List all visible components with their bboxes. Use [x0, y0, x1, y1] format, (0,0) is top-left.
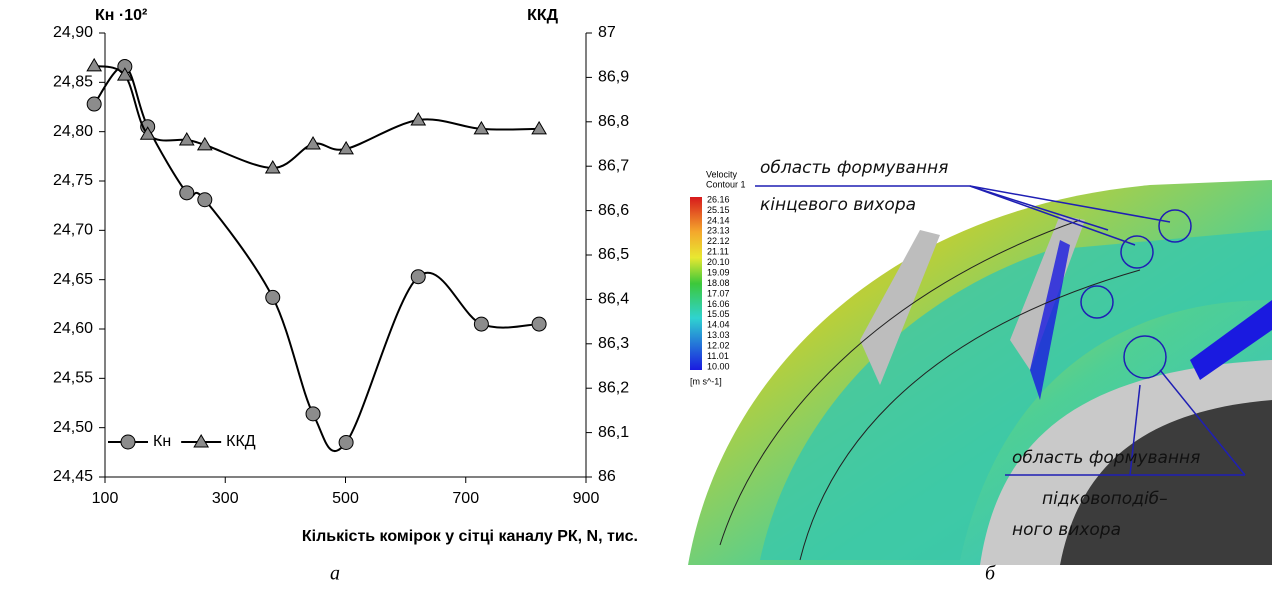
y2-tick-label: 86,3 [598, 335, 629, 352]
y-tick-label: 24,85 [53, 74, 93, 91]
annotation: підковоподіб– [1042, 489, 1168, 509]
colorbar-label: 14.04 [707, 320, 730, 330]
colorbar-label: 13.03 [707, 330, 730, 340]
y-tick-label: 24,90 [53, 24, 93, 41]
y2-tick-label: 86,7 [598, 157, 629, 174]
colorbar-label: 25.15 [707, 205, 730, 215]
y2-tick-label: 86,8 [598, 113, 629, 130]
caption: а [330, 563, 340, 585]
data-point [474, 317, 488, 331]
y-tick-label: 24,60 [53, 320, 93, 337]
y-axis-label: Кн ·10² [95, 7, 147, 24]
y-tick-label: 24,80 [53, 123, 93, 140]
colorbar-label: 24.14 [707, 215, 730, 225]
data-point [532, 317, 546, 331]
legend-label: Кн [153, 433, 171, 450]
legend-marker [121, 435, 135, 449]
data-point [198, 193, 212, 207]
y-tick-label: 24,70 [53, 222, 93, 239]
y2-tick-label: 86,2 [598, 379, 629, 396]
colorbar-title: Contour 1 [706, 179, 746, 189]
data-point [411, 270, 425, 284]
colorbar-label: 19.09 [707, 267, 730, 277]
annotation: кінцевого вихора [760, 195, 916, 215]
y2-tick-label: 87 [598, 24, 616, 41]
data-point [87, 59, 101, 71]
caption: б [985, 563, 996, 585]
x-tick-label: 300 [212, 490, 239, 507]
x-axis-label: Кількість комірок у сітці каналу РК, N, … [302, 528, 638, 545]
annotation: ного вихора [1012, 520, 1121, 540]
x-tick-label: 900 [573, 490, 600, 507]
colorbar-label: 11.01 [707, 351, 729, 361]
colorbar-label: 18.08 [707, 278, 730, 288]
colorbar-label: 12.02 [707, 341, 730, 351]
colorbar-label: 15.05 [707, 309, 730, 319]
data-point [180, 186, 194, 200]
annotation: область формування [760, 158, 948, 178]
y2-tick-label: 86,5 [598, 246, 629, 263]
colorbar-label: 21.11 [707, 247, 729, 257]
y-tick-label: 24,45 [53, 468, 93, 485]
x-tick-label: 100 [92, 490, 119, 507]
x-tick-label: 500 [332, 490, 359, 507]
colorbar-unit: [m s^-1] [690, 376, 722, 386]
data-point [87, 97, 101, 111]
data-point [532, 122, 546, 134]
data-point [266, 290, 280, 304]
y-tick-label: 24,50 [53, 419, 93, 436]
y2-tick-label: 86,9 [598, 69, 629, 86]
legend-label: ККД [226, 433, 256, 450]
x-tick-label: 700 [452, 490, 479, 507]
y2-tick-label: 86 [598, 468, 616, 485]
colorbar-label: 22.12 [707, 236, 730, 246]
annotation: область формування [1012, 448, 1200, 468]
colorbar-label: 20.10 [707, 257, 730, 267]
y-tick-label: 24,75 [53, 172, 93, 189]
colorbar-label: 10.00 [707, 361, 730, 371]
series-line [94, 66, 539, 451]
y2-tick-label: 86,4 [598, 291, 629, 308]
data-point [339, 435, 353, 449]
colorbar-label: 17.07 [707, 288, 730, 298]
colorbar-label: 23.13 [707, 226, 730, 236]
colorbar-label: 26.16 [707, 194, 730, 204]
y2-tick-label: 86,1 [598, 424, 629, 441]
data-point [306, 407, 320, 421]
y-tick-label: 24,65 [53, 271, 93, 288]
y2-axis-label: ККД [527, 7, 559, 24]
page: Velocity Contour 1 [m s^-1] область форм… [0, 0, 1272, 589]
y-tick-label: 24,55 [53, 370, 93, 387]
y2-tick-label: 86,6 [598, 202, 629, 219]
colorbar-title: Velocity [706, 169, 738, 179]
colorbar-label: 16.06 [707, 299, 730, 309]
